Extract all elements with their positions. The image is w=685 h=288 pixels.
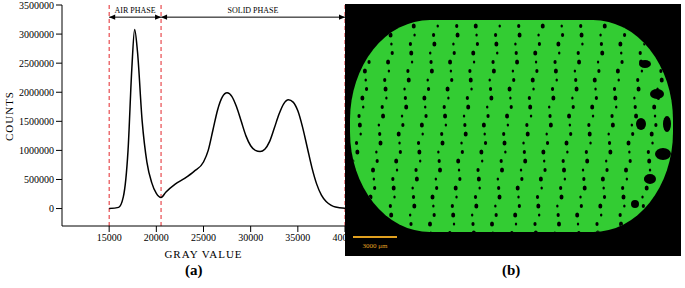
svg-text:1500000: 1500000: [19, 116, 54, 127]
svg-text:SOLID PHASE: SOLID PHASE: [228, 6, 279, 15]
svg-text:3000 μm: 3000 μm: [363, 242, 389, 250]
svg-text:500000: 500000: [24, 174, 54, 185]
svg-text:0: 0: [49, 203, 54, 214]
svg-text:2500000: 2500000: [19, 58, 54, 69]
svg-text:1000000: 1000000: [19, 145, 54, 156]
svg-text:25000: 25000: [191, 232, 216, 243]
html-text:(a): (a): [185, 262, 203, 278]
html-text:(b): (b): [502, 262, 521, 278]
svg-text:15000: 15000: [97, 232, 122, 243]
svg-text:20000: 20000: [144, 232, 169, 243]
svg-text:AIR PHASE: AIR PHASE: [115, 6, 156, 15]
html-text:COUNTS: COUNTS: [3, 91, 15, 141]
svg-text:GRAY VALUE: GRAY VALUE: [164, 248, 242, 258]
svg-text:2000000: 2000000: [19, 87, 54, 98]
svg-text:35000: 35000: [285, 232, 310, 243]
svg-text:3500000: 3500000: [19, 0, 54, 11]
svg-text:30000: 30000: [238, 232, 263, 243]
svg-text:3000000: 3000000: [19, 29, 54, 40]
